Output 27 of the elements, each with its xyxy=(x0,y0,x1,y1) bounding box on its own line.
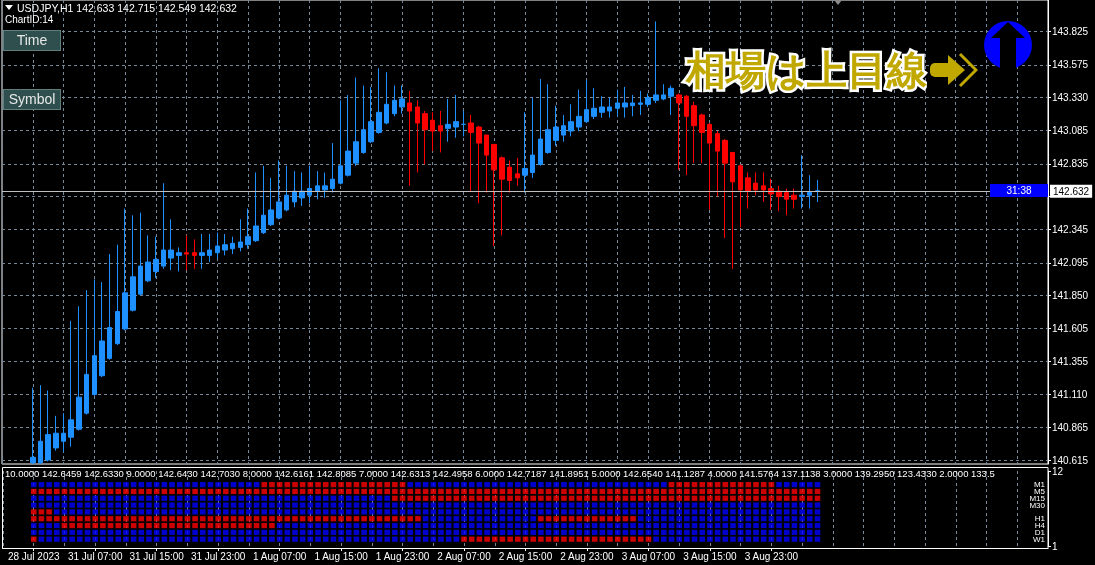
y-tick-label: 140.615 xyxy=(1052,455,1089,467)
x-tick-label: 3 Aug 15:00 xyxy=(683,550,738,562)
x-tick-label: 2 Aug 15:00 xyxy=(498,550,553,562)
x-tick-label: 28 Jul 2023 xyxy=(7,550,61,562)
candlestick xyxy=(38,384,43,465)
x-tick-label: 1 Aug 15:00 xyxy=(314,550,369,562)
text: M30 xyxy=(1029,500,1046,510)
y-tick-label: 12 xyxy=(1052,465,1064,477)
x-tick-label: 2 Aug 07:00 xyxy=(437,550,492,562)
text: M15 xyxy=(1029,493,1046,503)
y-tick-label: 1 xyxy=(1052,540,1058,552)
text: W1 xyxy=(1033,534,1046,544)
x-tick-label: 3 Aug 23:00 xyxy=(744,550,799,562)
candlestick xyxy=(45,389,51,462)
x-tick-label: 1 Aug 23:00 xyxy=(375,550,430,562)
y-tick-label: 140.865 xyxy=(1052,421,1089,433)
text: H1 xyxy=(1034,514,1046,524)
x-tick-label: 2 Aug 23:00 xyxy=(560,550,615,562)
x-tick-label: 31 Jul 15:00 xyxy=(129,550,185,562)
x-tick-label: 31 Jul 23:00 xyxy=(190,550,246,562)
chart-title: 10.0000 142.6459 142.6330 9.0000 142.6430 142.7030 8.0000 142.6161 142.8085 7.0000 142.6313 142.4958 6.0000 142.7187 141.8951 5.0000 142.6540 141.1287 4.0000 141.5764 137.1138 3.0000 139.2950 123.4330 2.0000 133.5 xyxy=(5,467,995,479)
x-tick-label: 3 Aug 07:00 xyxy=(621,550,676,562)
x-tick-label: 31 Jul 07:00 xyxy=(67,550,123,562)
candlestick xyxy=(30,387,36,465)
candlestick xyxy=(53,415,59,452)
candlestick xyxy=(61,412,66,453)
x-tick-label: 1 Aug 07:00 xyxy=(252,550,307,562)
